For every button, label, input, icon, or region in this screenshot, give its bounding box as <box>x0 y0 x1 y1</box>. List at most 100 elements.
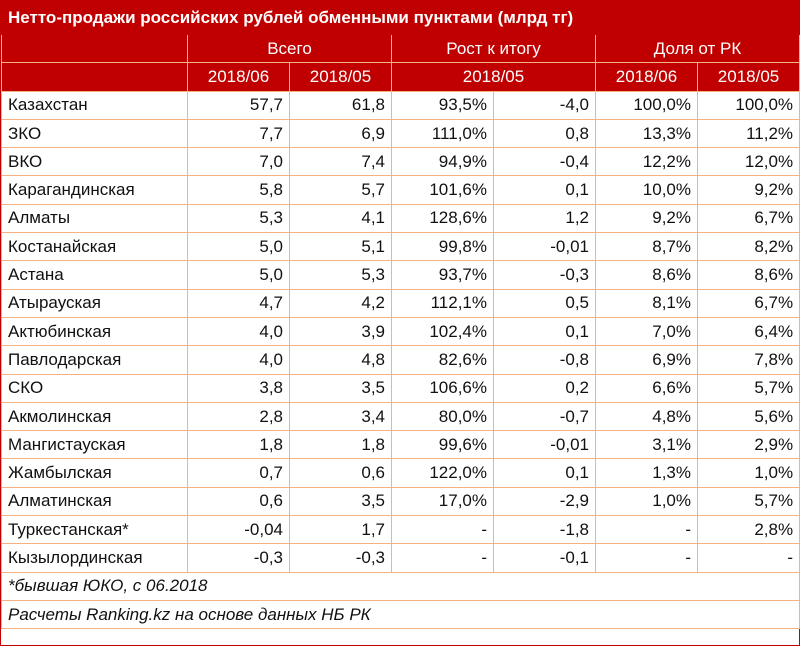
table-cell: 101,6% <box>391 175 494 205</box>
table-cell: 1,2 <box>493 203 596 234</box>
table-cell: 6,9% <box>595 345 698 375</box>
table-cell: 5,7% <box>696 373 800 403</box>
table-cell: 12,2% <box>595 147 698 177</box>
table-cell: 100,0% <box>696 90 800 120</box>
region-name: Туркестанская* <box>1 515 188 545</box>
table-cell: 1,8 <box>187 430 290 460</box>
table-cell: 102,4% <box>391 316 494 347</box>
table-row: Алматинская 0,6 3,5 17,0% -2,9 1,0% 5,7% <box>1 486 800 517</box>
table-cell: 93,5% <box>391 90 494 120</box>
table-cell: -0,4 <box>493 147 596 177</box>
region-name: Мангистауская <box>1 430 188 460</box>
table-row: Карагандинская 5,8 5,7 101,6% 0,1 10,0% 9,2% <box>1 175 800 205</box>
region-name: Алматинская <box>1 486 188 517</box>
subheader: 2018/05 <box>391 62 596 92</box>
table-cell: 3,8 <box>187 373 290 403</box>
table-cell: 12,0% <box>696 147 800 177</box>
table-cell: - <box>391 543 494 573</box>
table-cell: 6,6% <box>595 373 698 403</box>
header-blank <box>1 62 188 92</box>
data-table: Нетто-продажи российских рублей обменным… <box>0 1 800 630</box>
footnote: *бывшая ЮКО, с 06.2018 <box>0 571 800 601</box>
table-cell: 112,1% <box>391 288 494 318</box>
region-name: Алматы <box>1 203 188 234</box>
region-name: Кызылординская <box>1 543 188 573</box>
region-name: СКО <box>1 373 188 403</box>
table-cell: 1,7 <box>289 515 392 545</box>
table-row: Мангистауская 1,8 1,8 99,6% -0,01 3,1% 2,9% <box>1 430 800 460</box>
table-cell: 0,2 <box>493 373 596 403</box>
table-cell: -4,0 <box>493 90 596 120</box>
table-cell: 7,4 <box>289 147 392 177</box>
table-row: Жамбылская 0,7 0,6 122,0% 0,1 1,3% 1,0% <box>1 458 800 488</box>
table-cell: 3,5 <box>289 486 392 517</box>
subheader: 2018/06 <box>595 62 698 92</box>
region-name: Казахстан <box>1 90 188 120</box>
table-cell: 9,2% <box>595 203 698 234</box>
region-name: ВКО <box>1 147 188 177</box>
table-cell: 9,2% <box>696 175 800 205</box>
subheader: 2018/05 <box>289 62 392 92</box>
table-cell: 1,8 <box>289 430 392 460</box>
table-cell: 0,1 <box>493 316 596 347</box>
header-share: Доля от РК <box>594 33 800 64</box>
table-row: Астана 5,0 5,3 93,7% -0,3 8,6% 8,6% <box>1 260 800 290</box>
table-cell: 93,7% <box>391 260 494 290</box>
table-cell: 2,8 <box>187 401 290 432</box>
table-cell: 1,0% <box>696 458 800 488</box>
table-row: ВКО 7,0 7,4 94,9% -0,4 12,2% 12,0% <box>1 147 800 177</box>
table-row: Казахстан 57,7 61,8 93,5% -4,0 100,0% 100,0% <box>1 90 800 120</box>
table-cell: 8,1% <box>595 288 698 318</box>
table-cell: 106,6% <box>391 373 494 403</box>
table-cell: 1,3% <box>595 458 698 488</box>
table-row: Кызылординская -0,3 -0,3- -0,1- - <box>1 543 800 573</box>
table-cell: 5,3 <box>289 260 392 290</box>
region-name: Акмолинская <box>1 401 188 432</box>
table-cell: -0,01 <box>493 430 596 460</box>
table-row: Туркестанская* -0,04 1,7- -1,8-2,8% <box>1 515 800 545</box>
table-cell: -0,3 <box>493 260 596 290</box>
table-cell: 17,0% <box>391 486 494 517</box>
table-title: Нетто-продажи российских рублей обменным… <box>0 1 800 35</box>
table-cell: 3,1% <box>595 430 698 460</box>
table-cell: -0,1 <box>493 543 596 573</box>
table-cell: 128,6% <box>391 203 494 234</box>
subheader: 2018/06 <box>187 62 290 92</box>
table-row: Акмолинская 2,8 3,4 80,0% -0,7 4,8% 5,6% <box>1 401 800 432</box>
region-name: Атырауская <box>1 288 188 318</box>
table-cell: -0,3 <box>289 543 392 573</box>
table-cell: - <box>595 543 698 573</box>
table-row: Актюбинская 4,0 3,9 102,4% 0,1 7,0% 6,4% <box>1 316 800 347</box>
table-cell: 4,0 <box>187 316 290 347</box>
table-cell: - <box>391 515 494 545</box>
table-cell: 13,3% <box>595 118 698 149</box>
table-row: Павлодарская 4,0 4,8 82,6% -0,8 6,9% 7,8% <box>1 345 800 375</box>
table-cell: 4,7 <box>187 288 290 318</box>
table-cell: 0,5 <box>493 288 596 318</box>
table-row: Алматы 5,3 4,1 128,6% 1,2 9,2% 6,7% <box>1 203 800 234</box>
region-name: Карагандинская <box>1 175 188 205</box>
table-cell: 3,5 <box>289 373 392 403</box>
source-note: Расчеты Ranking.kz на основе данных НБ Р… <box>0 599 800 630</box>
table-cell: 4,2 <box>289 288 392 318</box>
table-cell: 7,0% <box>595 316 698 347</box>
table-row: СКО 3,8 3,5 106,6% 0,2 6,6% 5,7% <box>1 373 800 403</box>
table-cell: 5,8 <box>187 175 290 205</box>
table-cell: 5,6% <box>696 401 800 432</box>
table-cell: 8,6% <box>696 260 800 290</box>
table-cell: 5,0 <box>187 260 290 290</box>
table-cell: 7,0 <box>187 147 290 177</box>
region-name: Костанайская <box>1 232 188 262</box>
table-cell: 4,8% <box>595 401 698 432</box>
table-cell: 7,8% <box>696 345 800 375</box>
table-cell: 111,0% <box>391 118 494 149</box>
table-cell: -0,7 <box>493 401 596 432</box>
table-row: Атырауская 4,7 4,2 112,1% 0,5 8,1% 6,7% <box>1 288 800 318</box>
table-cell: 0,1 <box>493 458 596 488</box>
table-cell: 99,8% <box>391 232 494 262</box>
table-cell: 100,0% <box>595 90 698 120</box>
table-row: Костанайская 5,0 5,1 99,8% -0,01 8,7% 8,2% <box>1 232 800 262</box>
table-cell: 8,6% <box>595 260 698 290</box>
region-name: Актюбинская <box>1 316 188 347</box>
table-cell: 0,7 <box>187 458 290 488</box>
